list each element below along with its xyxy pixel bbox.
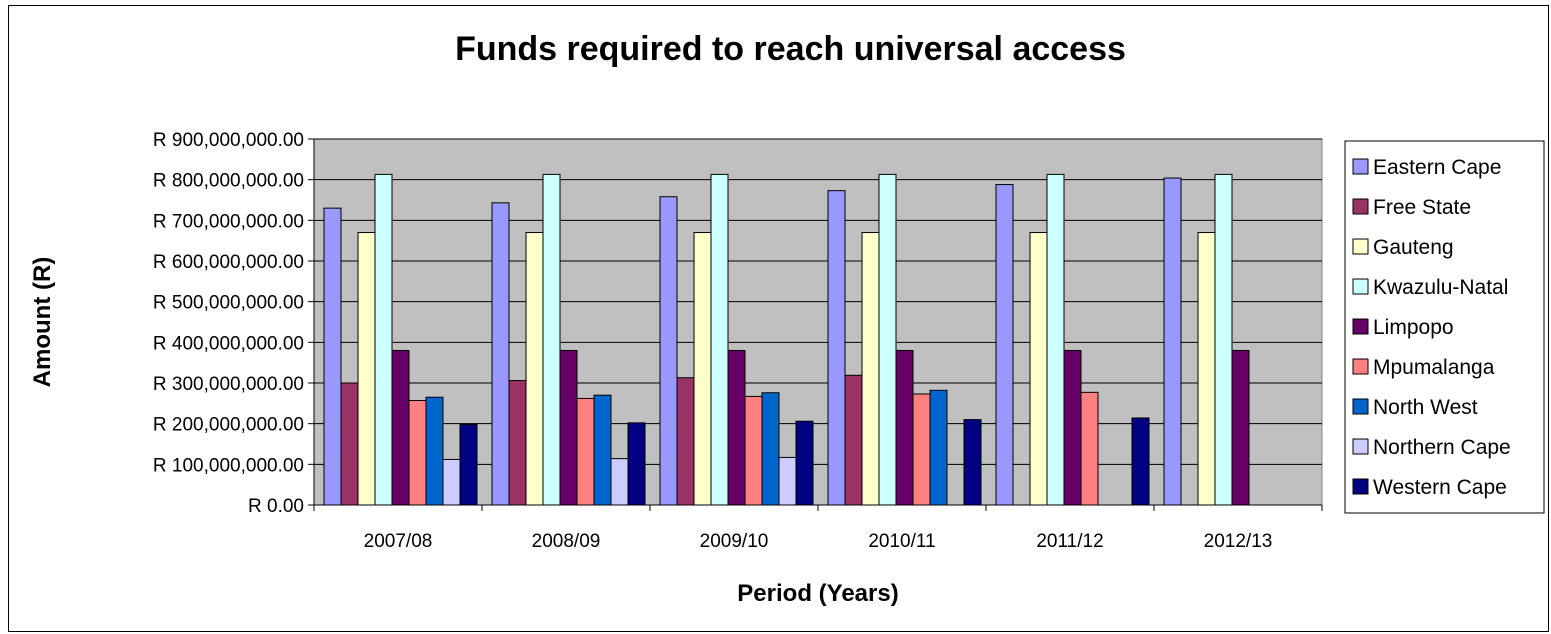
bar: [340, 382, 359, 506]
bar: [827, 190, 846, 506]
y-tick-label: R 400,000,000.00: [153, 333, 304, 354]
bar: [778, 456, 797, 506]
y-tick-label: R 0.00: [248, 496, 304, 517]
bar: [844, 374, 863, 506]
bar: [995, 184, 1014, 506]
legend-swatch: [1352, 438, 1369, 455]
bar: [508, 380, 527, 506]
x-axis-title: Period (Years): [737, 580, 898, 607]
bar: [912, 393, 931, 506]
bar: [593, 394, 612, 506]
bar: [895, 349, 914, 506]
bar: [374, 173, 393, 506]
legend-label: North West: [1373, 396, 1478, 419]
bar: [963, 419, 982, 506]
bar: [542, 173, 561, 506]
bar: [1163, 177, 1182, 506]
bar: [1131, 417, 1150, 506]
bar: [929, 389, 948, 506]
legend-swatch: [1352, 198, 1369, 215]
legend-label: Limpopo: [1373, 316, 1454, 339]
bar: [491, 202, 510, 506]
bar: [693, 232, 712, 506]
bar: [442, 458, 461, 506]
legend-label: Northern Cape: [1373, 436, 1511, 459]
y-tick-label: R 800,000,000.00: [153, 171, 304, 192]
bar: [1046, 173, 1065, 506]
bar: [1214, 173, 1233, 506]
bar: [576, 397, 595, 506]
bar: [459, 423, 478, 506]
legend-swatch: [1352, 318, 1369, 335]
legend-swatch: [1352, 158, 1369, 175]
bar: [408, 399, 427, 506]
bar: [357, 232, 376, 506]
y-tick-label: R 100,000,000.00: [153, 455, 304, 476]
bar: [391, 349, 410, 506]
legend-label: Kwazulu-Natal: [1373, 276, 1508, 299]
legend-box: [1344, 140, 1545, 514]
bar: [525, 232, 544, 506]
bar: [610, 458, 629, 506]
bar: [727, 349, 746, 506]
bar: [861, 232, 880, 506]
bar: [795, 420, 814, 506]
legend-swatch: [1352, 478, 1369, 495]
bar: [761, 392, 780, 506]
bar: [1197, 232, 1216, 506]
legend-swatch: [1352, 238, 1369, 255]
y-tick-label: R 700,000,000.00: [153, 211, 304, 232]
x-tick-label: 2007/08: [364, 531, 433, 552]
bar: [710, 173, 729, 506]
legend-label: Mpumalanga: [1373, 356, 1495, 379]
legend-swatch: [1352, 398, 1369, 415]
bar: [676, 377, 695, 506]
bar: [659, 196, 678, 506]
x-tick-label: 2008/09: [532, 531, 601, 552]
x-tick-label: 2012/13: [1204, 531, 1273, 552]
y-tick-label: R 600,000,000.00: [153, 252, 304, 273]
legend-label: Gauteng: [1373, 236, 1454, 259]
bar: [1231, 349, 1250, 506]
legend-swatch: [1352, 278, 1369, 295]
bar: [627, 422, 646, 506]
bar: [323, 207, 342, 506]
bar: [425, 396, 444, 506]
bar: [1063, 349, 1082, 506]
y-tick-label: R 500,000,000.00: [153, 293, 304, 314]
legend-swatch: [1352, 358, 1369, 375]
chart-title: Funds required to reach universal access: [455, 30, 1126, 68]
y-tick-label: R 300,000,000.00: [153, 374, 304, 395]
legend-label: Eastern Cape: [1373, 156, 1501, 179]
bar: [1080, 391, 1099, 506]
x-tick-label: 2010/11: [868, 531, 935, 552]
y-axis-title: Amount (R): [29, 257, 56, 388]
y-tick-label: R 900,000,000.00: [153, 130, 304, 151]
x-tick-label: 2009/10: [700, 531, 769, 552]
legend-label: Free State: [1373, 196, 1471, 219]
bar: [744, 395, 763, 506]
y-tick-label: R 200,000,000.00: [153, 415, 304, 436]
x-tick-label: 2011/12: [1036, 531, 1103, 552]
bar: [878, 173, 897, 506]
bar: [559, 349, 578, 506]
legend-label: Western Cape: [1373, 476, 1507, 499]
bar: [1029, 232, 1048, 506]
